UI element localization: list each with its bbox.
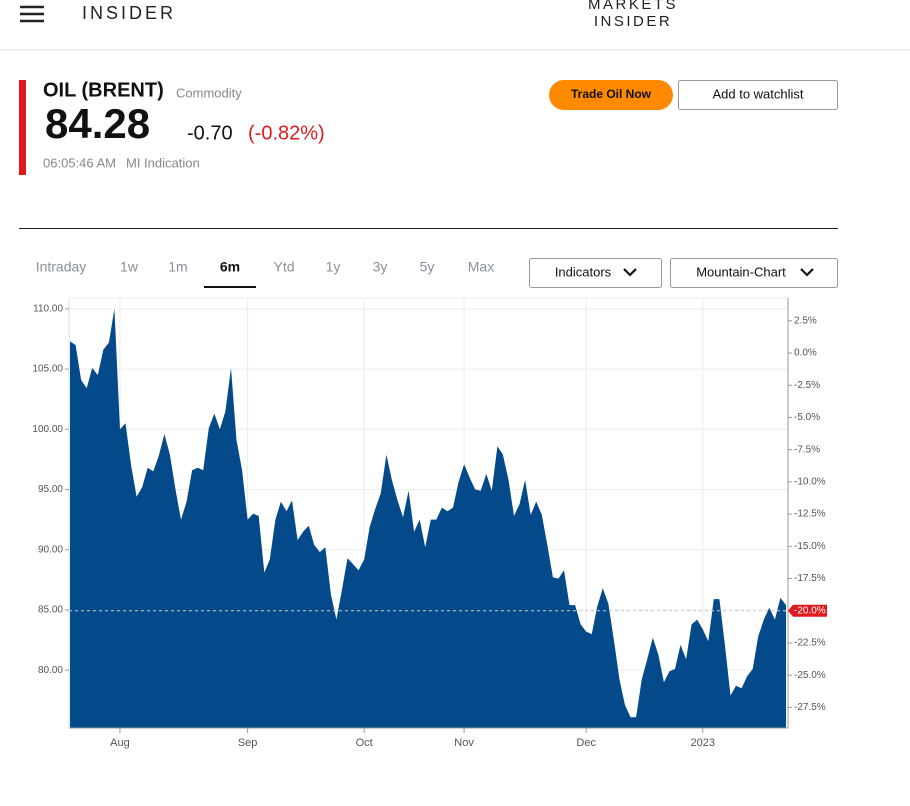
range-tab[interactable]: Intraday <box>36 259 87 275</box>
y2-tick-label: -17.5% <box>794 573 826 584</box>
trade-button-label[interactable]: Trade Oil Now <box>571 87 652 101</box>
y2-tick-label: -15.0% <box>794 541 826 552</box>
y-tick-label: 105.00 <box>32 364 63 375</box>
y-tick-label: 80.00 <box>38 665 63 676</box>
range-tab[interactable]: 3y <box>373 259 388 275</box>
chart: 80.00 85.00 90.00 95.00 100.00 105.00 110.00 Au… <box>32 297 827 749</box>
y-tick-label: 110.00 <box>33 303 63 314</box>
menu-icon[interactable] <box>20 5 44 23</box>
dropdown-label[interactable]: Mountain-Chart <box>696 264 786 279</box>
x-tick-label: Oct <box>356 737 373 749</box>
y2-tick-label: -2.5% <box>794 380 820 391</box>
logo[interactable]: MARKETS <box>588 0 678 13</box>
y2-tick-label: -5.0% <box>794 412 820 423</box>
trade-button[interactable] <box>549 80 673 110</box>
chart-type-dropdown[interactable] <box>670 258 838 288</box>
y2-tick-label: -25.0% <box>794 670 826 681</box>
tab-underline <box>204 286 256 288</box>
y-tick-label: 95.00 <box>38 484 63 495</box>
change: -0.70 <box>187 122 233 144</box>
chevron <box>623 268 637 277</box>
x-tick-label: Aug <box>110 737 130 749</box>
y2-tick-label: -10.0% <box>794 477 826 488</box>
y2-tick-label: -12.5% <box>794 509 826 520</box>
y2-tick-label: 2.5% <box>794 315 817 326</box>
range-tab[interactable]: 1m <box>168 259 187 275</box>
range-tab[interactable]: 5y <box>420 259 435 275</box>
chevron <box>800 268 814 277</box>
price-area <box>70 308 786 728</box>
watchlist-button[interactable] <box>678 80 838 110</box>
last-marker-label: -20.0% <box>794 605 826 616</box>
range-tab[interactable]: Max <box>468 259 494 275</box>
range-tabs: Intraday 1w 1m 6m Ytd 1y 3y 5y Max <box>36 259 494 288</box>
x-tick-label: 2023 <box>691 737 715 749</box>
y2-tick-label: -22.5% <box>794 638 826 649</box>
y2-tick-label: 0.0% <box>794 348 817 359</box>
y-tick-label: 85.00 <box>38 605 63 616</box>
y-tick-label: 90.00 <box>38 544 63 555</box>
instrument-kind: Commodity <box>176 85 242 100</box>
x-tick-label: Dec <box>576 737 596 749</box>
x-tick-label: Sep <box>238 737 258 749</box>
price: 84.28 <box>45 100 150 147</box>
accent-bar <box>19 80 26 175</box>
range-tab[interactable]: 1w <box>120 259 139 275</box>
y2-tick-label: -27.5% <box>794 702 826 713</box>
brand[interactable]: INSIDER <box>82 3 176 23</box>
last-marker <box>788 604 827 617</box>
y2-tick-label: -7.5% <box>794 444 820 455</box>
range-tab[interactable]: Ytd <box>273 259 294 275</box>
x-tick-label: Nov <box>454 737 474 749</box>
logo[interactable]: INSIDER <box>594 13 672 30</box>
quote-time: 06:05:46 AM <box>43 155 116 170</box>
quote-source: MI Indication <box>126 155 200 170</box>
y-tick-label: 100.00 <box>32 424 63 435</box>
dropdown-label[interactable]: Indicators <box>555 264 612 279</box>
range-tab[interactable]: 6m <box>220 259 240 275</box>
watchlist-button-label[interactable]: Add to watchlist <box>712 86 803 101</box>
indicators-dropdown[interactable] <box>529 258 662 288</box>
instrument-name: OIL (BRENT) <box>43 79 164 101</box>
range-tab[interactable]: 1y <box>326 259 341 275</box>
change-pct: (-0.82%) <box>248 122 325 144</box>
